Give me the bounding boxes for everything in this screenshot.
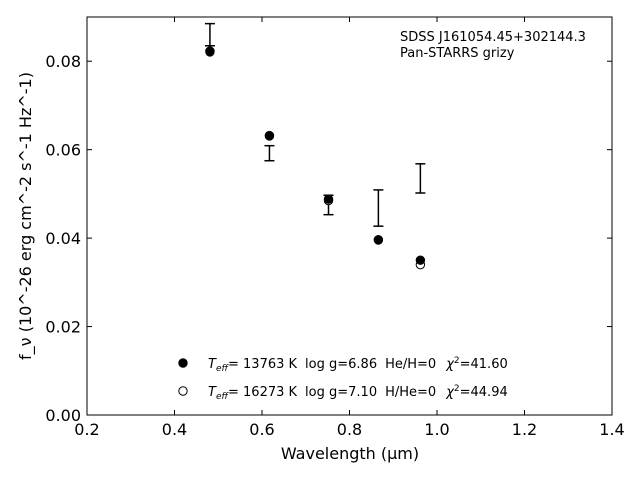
ticks-layer: 0.2 0.4 0.6 0.8 1.0 1.2 1.4 0.00 0.02 0.04 0.06 0.0… (45, 17, 625, 439)
y-tick-label: 0.04 (45, 229, 81, 248)
error-bar (204, 22, 215, 47)
y-tick-label: 0.06 (45, 141, 81, 160)
x-tick-label: 1.2 (512, 420, 537, 439)
error-bar (373, 189, 384, 227)
x-tick-label: 0.2 (74, 420, 99, 439)
y-axis-label: f_ν (10^-26 erg cm^-2 s^-1 Hz^-1) (16, 72, 36, 360)
y-tick-label: 0.08 (45, 52, 81, 71)
filled-circle-point (415, 255, 426, 265)
error-bar (415, 163, 426, 194)
error-bar (264, 144, 275, 162)
marks-layer (204, 22, 426, 270)
legend-marker-open-circle (178, 386, 188, 396)
x-axis-label: Wavelength (μm) (281, 444, 419, 463)
annotation-survey: Pan-STARRS grizy (400, 46, 515, 61)
legend-marker-filled-circle (178, 358, 188, 368)
x-tick-label: 0.6 (249, 420, 274, 439)
annotation-object-name: SDSS J161054.45+302144.3 (400, 30, 586, 45)
filled-circle-point (205, 47, 215, 57)
filled-circle-point (373, 235, 384, 245)
y-tick-label: 0.00 (45, 406, 81, 425)
x-tick-label: 1.4 (599, 420, 624, 439)
filled-circle-point (264, 130, 275, 141)
x-tick-label: 1.0 (424, 420, 449, 439)
x-tick-label: 0.8 (337, 420, 362, 439)
x-tick-label: 0.4 (162, 420, 187, 439)
y-tick-label: 0.02 (45, 318, 81, 337)
filled-circle-point (323, 194, 334, 204)
